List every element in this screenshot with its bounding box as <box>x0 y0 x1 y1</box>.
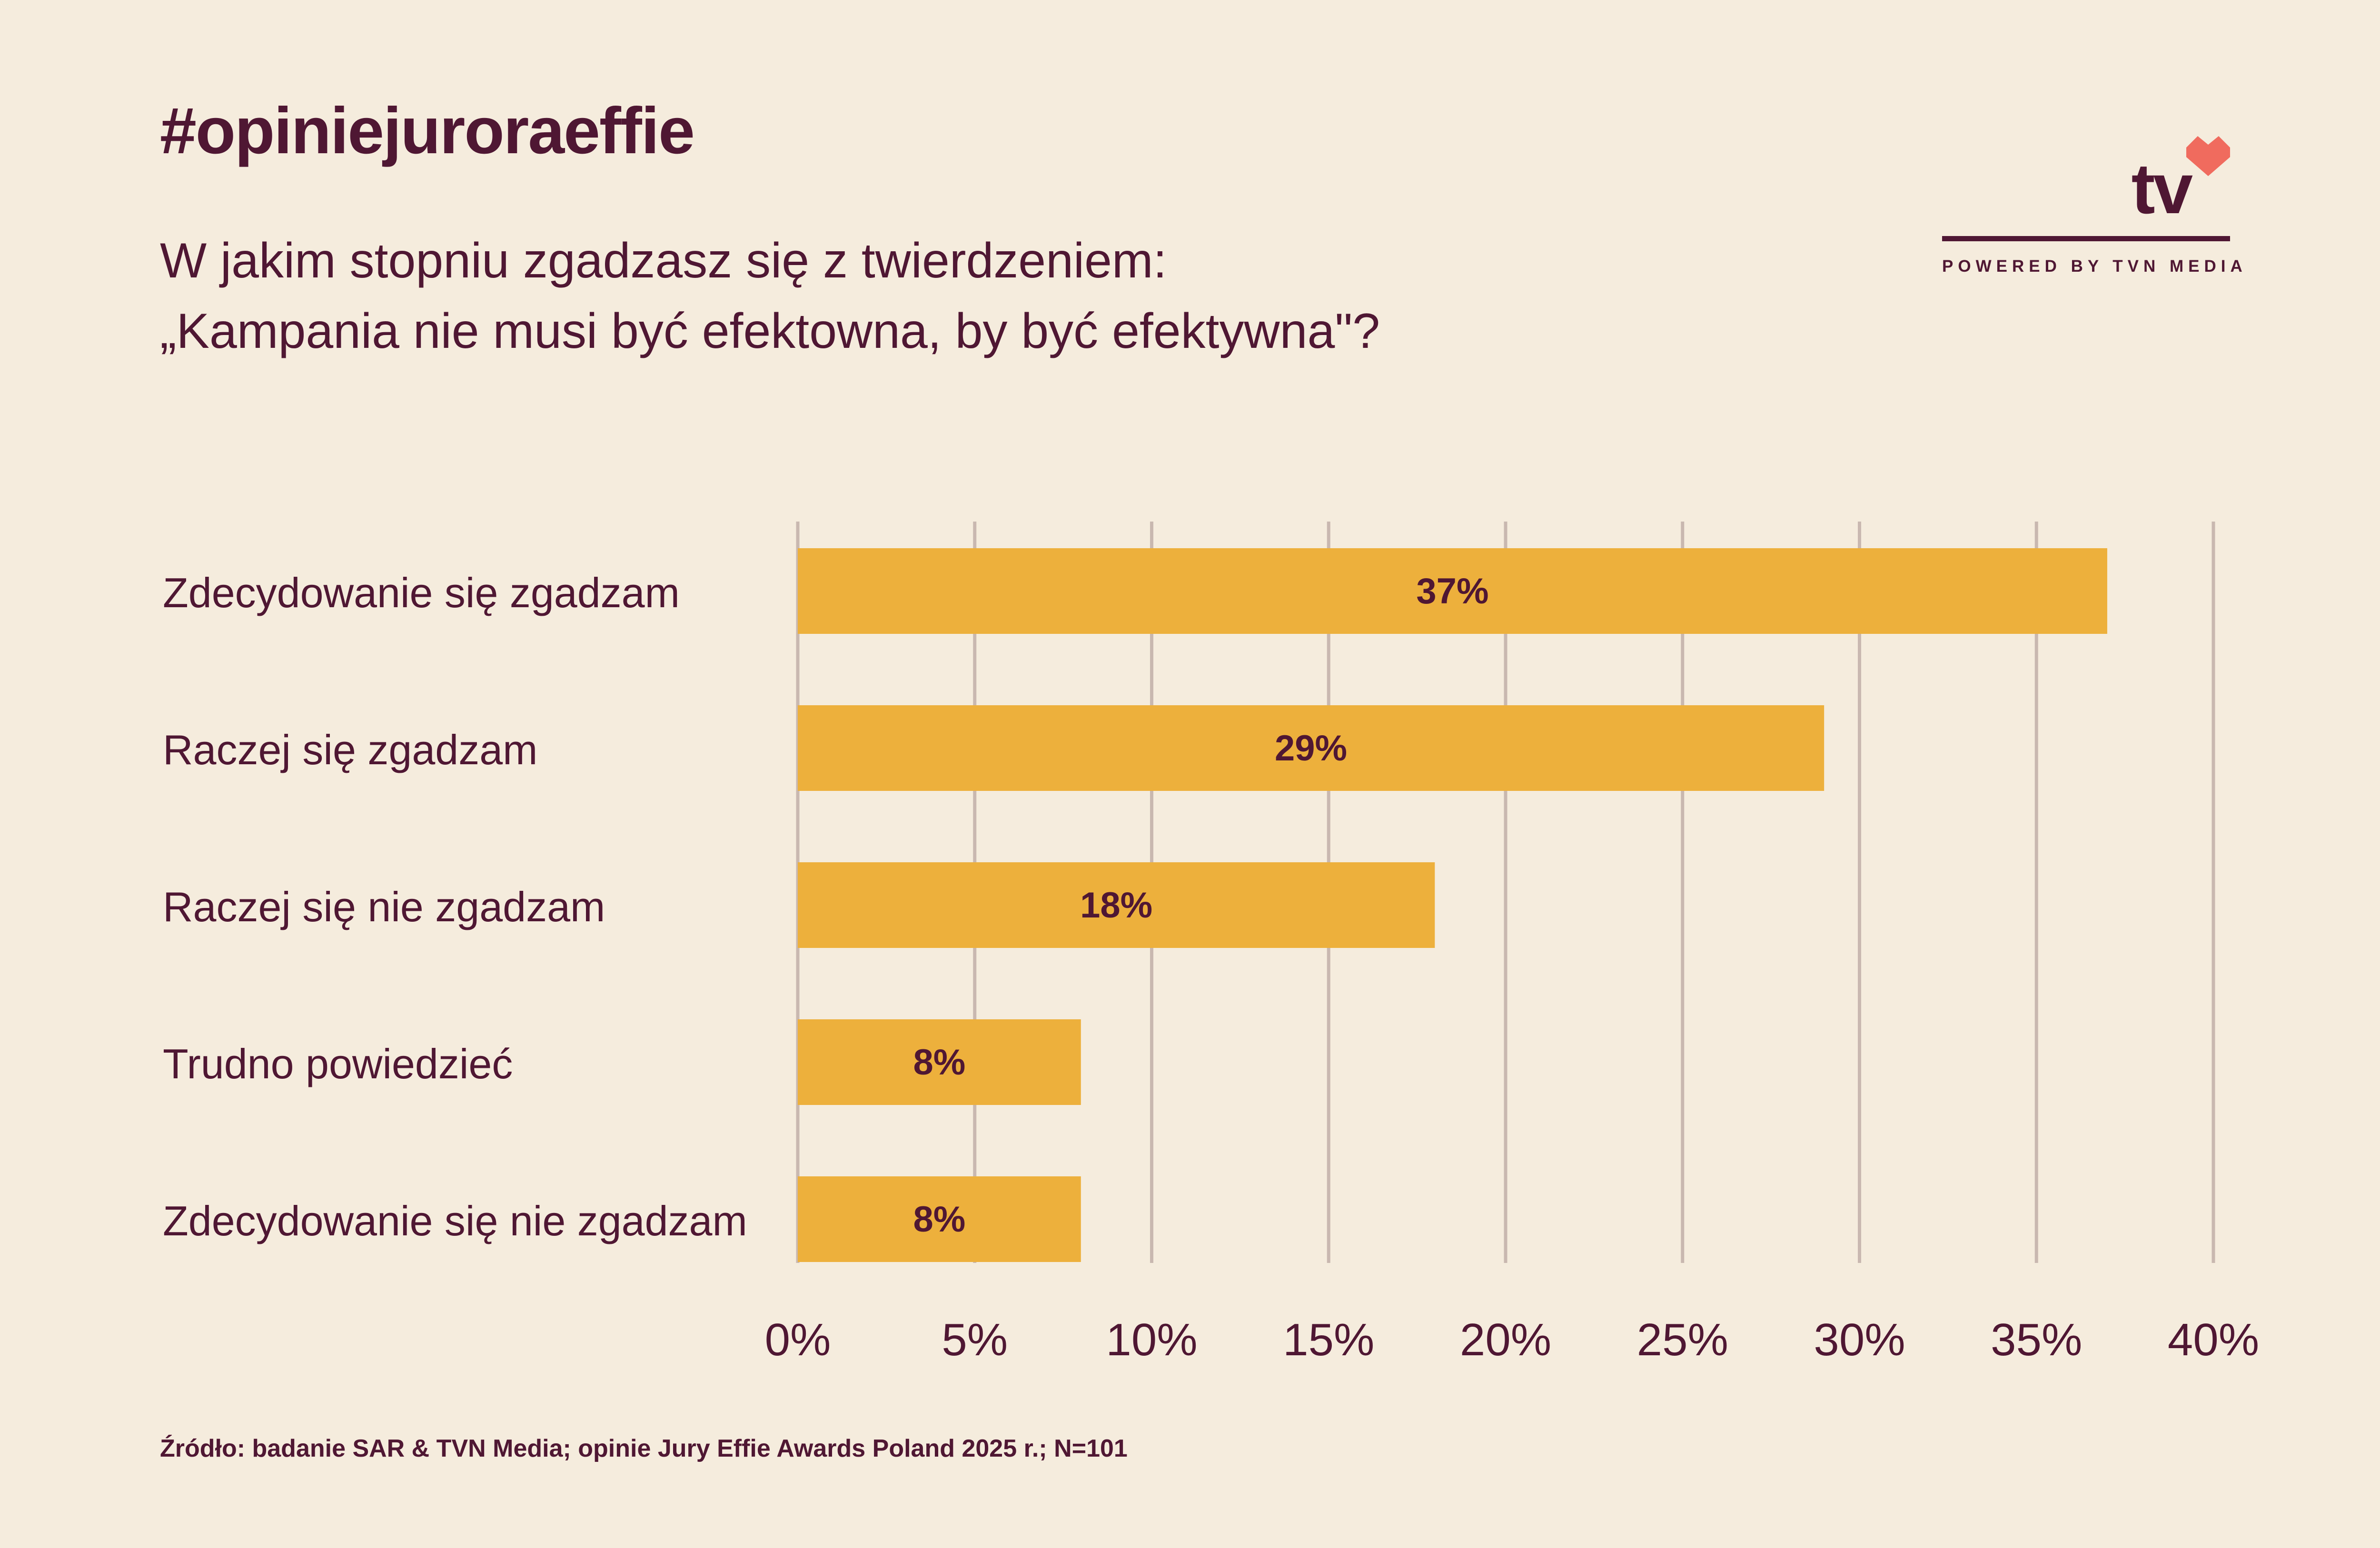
category-label: Raczej się nie zgadzam <box>163 883 605 930</box>
x-tick-label: 20% <box>1460 1314 1551 1365</box>
bar <box>798 862 1435 948</box>
bar <box>798 1176 1081 1262</box>
category-label: Raczej się zgadzam <box>163 726 537 773</box>
logo-divider <box>1942 236 2230 241</box>
tvn-logo: tv POWERED BY TVN MEDIA <box>1942 136 2247 284</box>
x-tick-label: 25% <box>1637 1314 1728 1365</box>
bar <box>798 1019 1081 1105</box>
heart-icon-shape <box>2186 136 2230 176</box>
bar-value-label: 18% <box>1080 885 1152 926</box>
heart-icon <box>2186 136 2230 176</box>
x-tick-label: 10% <box>1106 1314 1197 1365</box>
bar-value-label: 37% <box>1416 571 1488 611</box>
bar-chart: 37% 29% 18% 8% 8% Zdecydowanie się zgadzam Ra… <box>163 522 2259 1365</box>
bars: 37% 29% 18% 8% 8% <box>798 548 2107 1262</box>
x-tick-label: 35% <box>1991 1314 2082 1365</box>
x-tick-label: 30% <box>1814 1314 1905 1365</box>
bar-value-label: 8% <box>913 1199 965 1240</box>
question-line-1: W jakim stopniu zgadzasz się z twierdzen… <box>160 233 1167 288</box>
survey-question: W jakim stopniu zgadzasz się z twierdzen… <box>160 226 1380 366</box>
question-line-2: „Kampania nie musi być efektowna, by być… <box>160 304 1380 359</box>
x-tick-label: 40% <box>2168 1314 2259 1365</box>
bar-value-label: 8% <box>913 1042 965 1083</box>
bar-value-label: 29% <box>1275 728 1347 769</box>
source-note: Źródło: badanie SAR & TVN Media; opinie … <box>160 1435 1128 1462</box>
bar <box>798 705 1825 791</box>
x-tick-label: 5% <box>942 1314 1008 1365</box>
x-tick-label: 0% <box>765 1314 831 1365</box>
category-label: Zdecydowanie się zgadzam <box>163 569 680 616</box>
hashtag-title: #opiniejuroraeffie <box>160 94 695 168</box>
logo-tv-text: tv <box>2131 148 2193 228</box>
x-tick-label: 15% <box>1283 1314 1374 1365</box>
powered-by-label: POWERED BY TVN MEDIA <box>1942 257 2247 276</box>
category-label: Zdecydowanie się nie zgadzam <box>163 1197 747 1244</box>
category-labels: Zdecydowanie się zgadzam Raczej się zgadz… <box>163 569 747 1244</box>
x-tick-labels: 0% 5% 10% 15% 20% 25% 30% 35% 40% <box>765 1314 2259 1365</box>
bar <box>798 548 2107 634</box>
category-label: Trudno powiedzieć <box>163 1040 513 1087</box>
